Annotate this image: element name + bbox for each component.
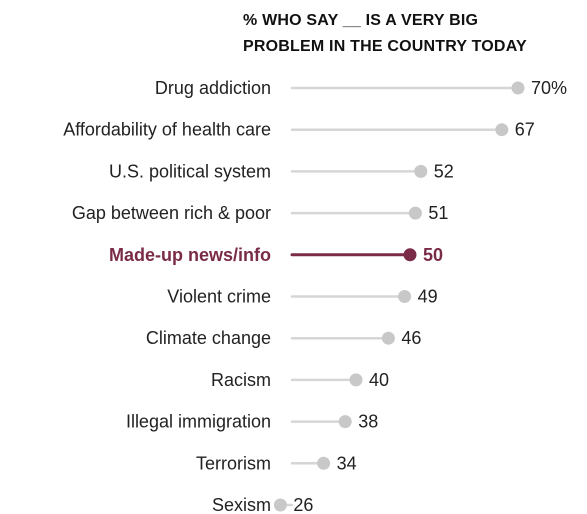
value-label: 51 xyxy=(428,203,448,223)
category-label: U.S. political system xyxy=(109,161,271,181)
value-label: 67 xyxy=(515,120,535,140)
category-label: Gap between rich & poor xyxy=(72,203,271,223)
value-label: 46 xyxy=(401,328,421,348)
chart-title: % WHO SAY __ IS A VERY BIG PROBLEM IN TH… xyxy=(243,8,583,60)
value-dot xyxy=(398,290,412,303)
category-label: Affordability of health care xyxy=(63,120,271,140)
category-label: Terrorism xyxy=(196,453,271,473)
value-dot xyxy=(349,373,363,387)
value-dot xyxy=(414,164,428,178)
value-dot xyxy=(408,206,422,220)
value-label: 49 xyxy=(418,287,438,307)
value-label: 38 xyxy=(358,412,378,432)
value-label: 40 xyxy=(369,370,389,390)
value-label: 34 xyxy=(337,453,357,473)
category-label: Drug addiction xyxy=(155,78,271,98)
chart-title-line-2: PROBLEM IN THE COUNTRY TODAY xyxy=(243,38,527,55)
category-label: Racism xyxy=(211,370,271,390)
value-label: 50 xyxy=(423,245,443,265)
value-dot xyxy=(338,415,352,429)
value-label: 52 xyxy=(434,161,454,181)
value-dot xyxy=(403,248,417,262)
value-dot xyxy=(381,331,395,345)
chart-title-line-1: % WHO SAY __ IS A VERY BIG xyxy=(243,12,479,29)
value-dot xyxy=(511,81,525,95)
category-label: Made-up news/info xyxy=(109,245,271,265)
value-dot xyxy=(273,498,287,512)
value-dot xyxy=(495,123,509,137)
category-label: Sexism xyxy=(212,495,271,514)
category-label: Violent crime xyxy=(167,287,271,307)
value-label: 26 xyxy=(293,495,313,514)
value-dot xyxy=(317,456,331,470)
category-label: Illegal immigration xyxy=(126,412,271,432)
category-label: Climate change xyxy=(146,328,271,348)
value-label: 70% xyxy=(531,78,567,98)
